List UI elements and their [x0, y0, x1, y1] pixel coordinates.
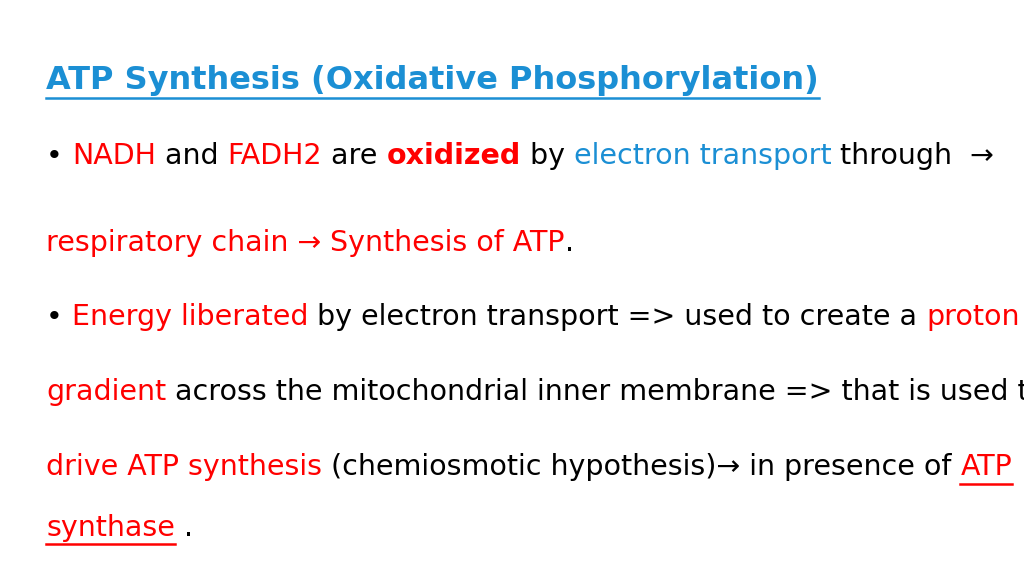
- Text: ATP Synthesis (Oxidative Phosphorylation): ATP Synthesis (Oxidative Phosphorylation…: [46, 65, 819, 96]
- Text: across the mitochondrial inner membrane => that is used to: across the mitochondrial inner membrane …: [166, 378, 1024, 406]
- Text: FADH2: FADH2: [227, 142, 322, 170]
- Text: by electron transport => used to create a: by electron transport => used to create …: [308, 304, 927, 331]
- Text: gradient: gradient: [46, 378, 166, 406]
- Text: .: .: [565, 229, 574, 256]
- Text: ATP: ATP: [961, 453, 1012, 481]
- Text: NADH: NADH: [72, 142, 156, 170]
- Text: proton: proton: [927, 304, 1020, 331]
- Text: drive ATP synthesis: drive ATP synthesis: [46, 453, 323, 481]
- Text: electron transport: electron transport: [573, 142, 831, 170]
- Text: by: by: [520, 142, 573, 170]
- Text: (chemiosmotic hypothesis)→ in presence of: (chemiosmotic hypothesis)→ in presence o…: [323, 453, 961, 481]
- Text: .: .: [175, 514, 194, 541]
- Text: Energy liberated: Energy liberated: [72, 304, 308, 331]
- Text: oxidized: oxidized: [386, 142, 520, 170]
- Text: •: •: [46, 304, 72, 331]
- Text: and: and: [156, 142, 227, 170]
- Text: through  →: through →: [831, 142, 994, 170]
- Text: synthase: synthase: [46, 514, 175, 541]
- Text: •: •: [46, 142, 72, 170]
- Text: respiratory chain →: respiratory chain →: [46, 229, 331, 256]
- Text: are: are: [322, 142, 386, 170]
- Text: Synthesis of ATP: Synthesis of ATP: [331, 229, 565, 256]
